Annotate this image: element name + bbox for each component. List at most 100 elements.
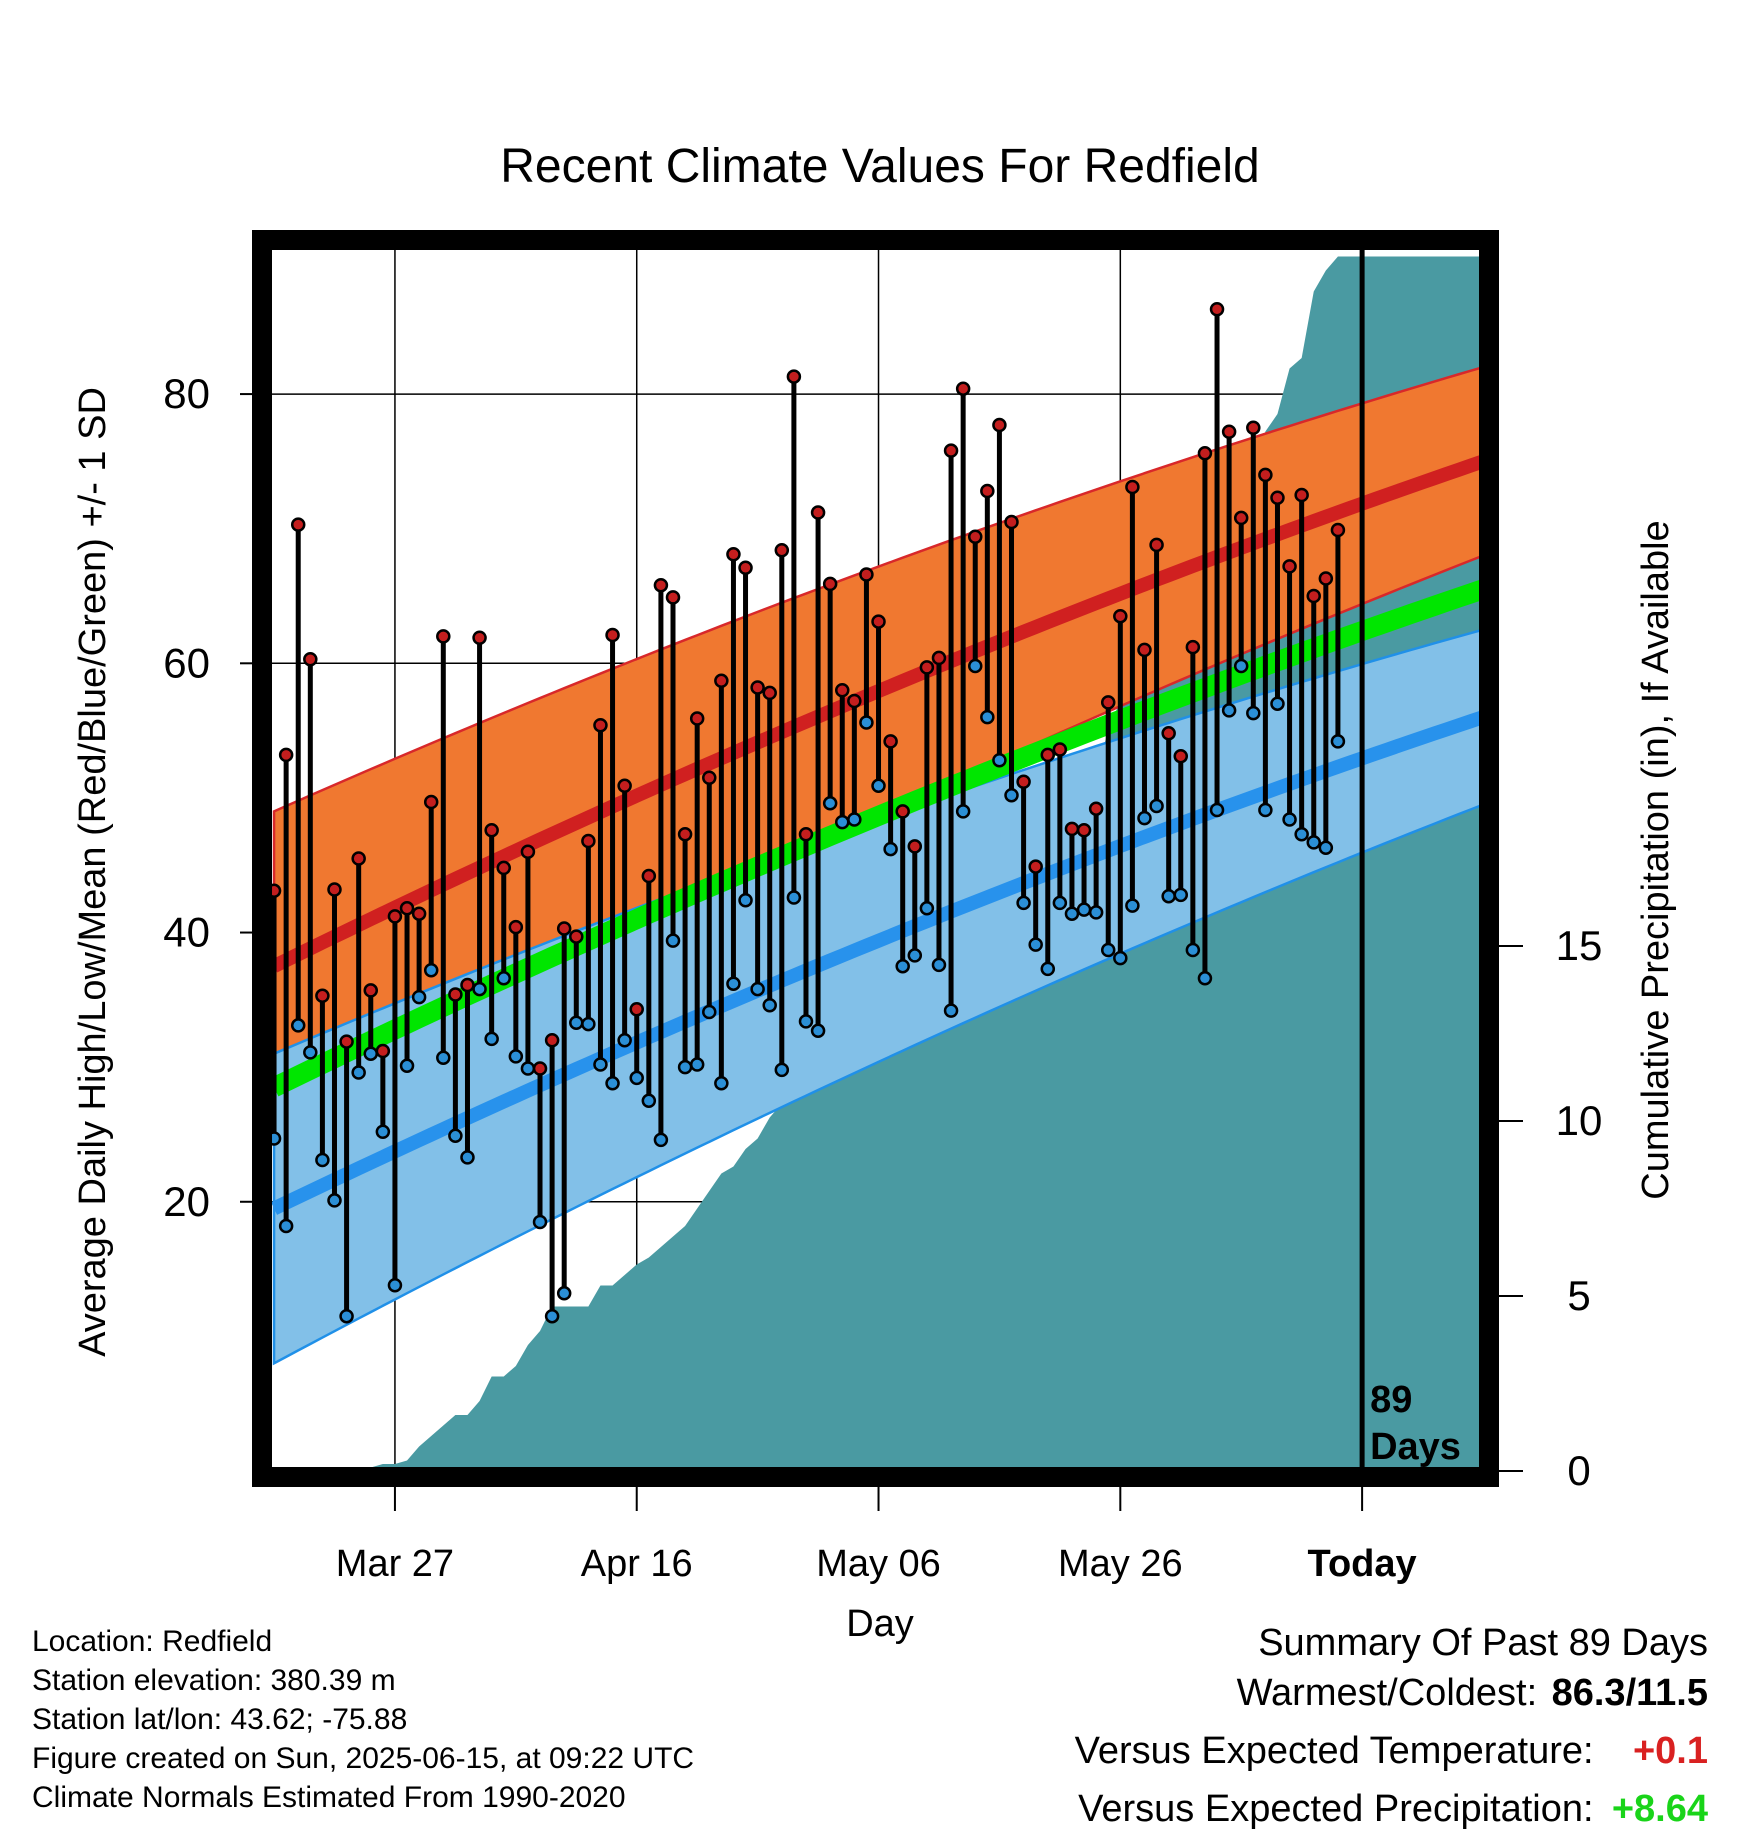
low-point (1076, 902, 1092, 917)
low-point (1100, 942, 1116, 958)
high-point (1125, 479, 1140, 495)
low-point (544, 1308, 560, 1324)
low-point (967, 658, 983, 674)
low-point (303, 1045, 318, 1060)
low-point (1294, 827, 1309, 842)
high-point (641, 868, 657, 884)
high-point (895, 804, 910, 819)
low-point (895, 958, 910, 974)
low-point (980, 709, 995, 725)
low-point (750, 981, 765, 997)
low-point (351, 1065, 366, 1080)
x-tick-label: Today (1308, 1543, 1417, 1585)
low-point (315, 1152, 330, 1168)
low-point (508, 1049, 524, 1064)
high-point (1113, 608, 1128, 624)
high-point (411, 906, 427, 921)
high-point (423, 794, 439, 810)
high-point (1221, 424, 1237, 440)
low-point (726, 976, 741, 991)
low-point (955, 804, 971, 819)
high-point (665, 590, 681, 605)
low-point (1258, 802, 1273, 818)
high-point (798, 827, 814, 842)
low-point (943, 1003, 959, 1018)
low-point (1088, 905, 1104, 920)
high-point (1197, 446, 1213, 461)
high-point (363, 983, 379, 998)
low-point (472, 981, 487, 997)
low-point (702, 1004, 717, 1020)
low-point (835, 814, 850, 830)
y2-tick-label: 0 (1567, 1447, 1590, 1494)
high-point (520, 844, 536, 860)
low-point (484, 1031, 499, 1047)
precip-anomaly-value: +8.64 (1611, 1788, 1708, 1830)
low-point (569, 1015, 584, 1030)
low-point (1318, 840, 1334, 855)
low-point (327, 1193, 342, 1208)
low-point (1173, 887, 1189, 903)
high-point (290, 517, 306, 532)
high-point (508, 919, 524, 935)
low-point (762, 997, 777, 1013)
low-point (822, 796, 838, 811)
high-point (1185, 639, 1201, 655)
low-point (496, 971, 511, 986)
high-point (955, 381, 971, 396)
low-point (714, 1076, 729, 1091)
low-point (883, 841, 898, 857)
high-point (835, 682, 850, 698)
high-point (859, 567, 874, 582)
high-point (399, 901, 415, 916)
temp-anomaly-value: +0.1 (1632, 1730, 1708, 1772)
y-tick-label: 60 (163, 639, 210, 686)
y2-tick-label: 10 (1556, 1097, 1603, 1144)
high-point (1040, 747, 1056, 763)
low-point (363, 1046, 379, 1061)
low-point (605, 1076, 620, 1091)
high-point (556, 921, 572, 936)
high-point (810, 505, 826, 520)
summary-panel: Summary Of Past 89 Days Warmest/Coldest:… (1075, 1618, 1708, 1842)
low-point (290, 1018, 306, 1033)
low-point (859, 715, 874, 730)
low-point (786, 890, 802, 905)
high-point (1306, 588, 1321, 604)
high-point (1233, 510, 1249, 526)
high-point (943, 443, 959, 458)
high-point (750, 680, 765, 695)
high-point (738, 560, 753, 575)
low-point (460, 1150, 475, 1165)
low-point (1330, 734, 1346, 749)
high-point (919, 660, 935, 675)
high-point (1004, 514, 1019, 530)
chart-title: Recent Climate Values For Redfield (500, 140, 1259, 193)
elevation-text: Station elevation: 380.39 m (32, 1664, 396, 1697)
low-point (774, 1062, 790, 1078)
high-point (278, 747, 294, 763)
y-tick-label: 80 (163, 370, 210, 417)
low-point (1052, 895, 1068, 911)
low-point (919, 901, 935, 916)
low-point (1149, 798, 1164, 814)
high-point (992, 417, 1007, 433)
precip-anomaly-label: Versus Expected Precipitation: (1078, 1788, 1594, 1830)
y2-tick-label: 15 (1556, 922, 1603, 969)
high-point (1149, 537, 1164, 553)
low-point (1282, 812, 1297, 827)
high-point (689, 711, 705, 726)
low-point (1161, 888, 1176, 904)
high-point (339, 1034, 354, 1049)
high-point (871, 614, 886, 629)
y-axis-label: Average Daily High/Low/Mean (Red/Blue/Gr… (72, 387, 114, 1357)
high-point (375, 1043, 391, 1059)
high-point (303, 652, 318, 667)
low-point (871, 778, 886, 794)
high-point (1137, 642, 1152, 658)
low-point (532, 1214, 548, 1230)
high-point (544, 1032, 560, 1048)
high-point (581, 833, 596, 849)
low-point (677, 1059, 693, 1075)
temp-anomaly-label: Versus Expected Temperature: (1074, 1730, 1594, 1772)
